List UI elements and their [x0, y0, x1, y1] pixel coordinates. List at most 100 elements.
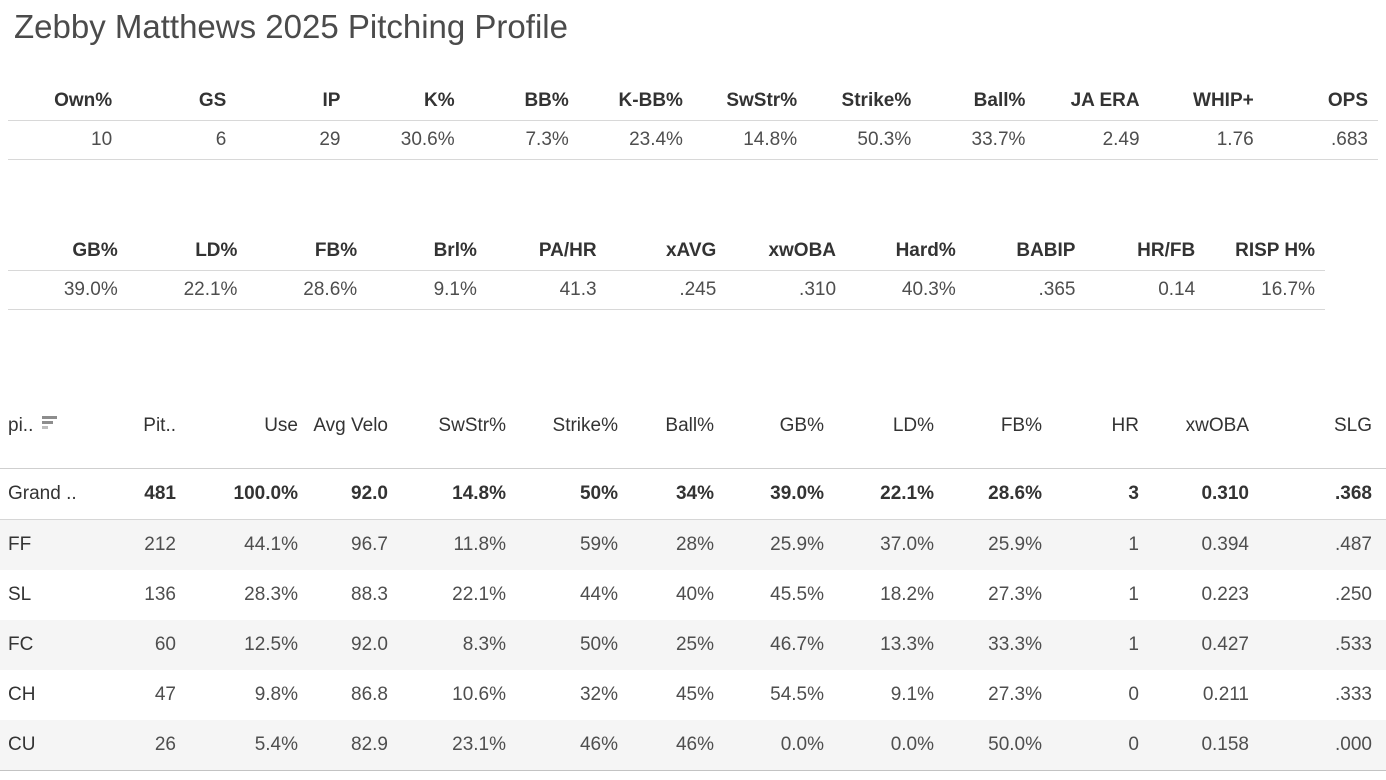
- stat-value-cell: 212: [144, 534, 176, 555]
- column-header[interactable]: K-BB%: [578, 82, 693, 121]
- stat-value-cell: 9.1%: [367, 270, 487, 310]
- stat-value-cell: 11.8%: [453, 534, 506, 555]
- stat-value-cell: 33.3%: [988, 634, 1042, 655]
- column-header[interactable]: LD%: [127, 232, 248, 271]
- column-header[interactable]: BABIP: [965, 232, 1086, 271]
- column-header[interactable]: xwOBA: [726, 232, 847, 271]
- column-header[interactable]: WHIP+: [1149, 82, 1264, 121]
- stat-value-cell: .000: [1263, 720, 1386, 771]
- column-header[interactable]: FB%: [247, 232, 368, 271]
- summary-2-value-row: 39.0% 22.1% 28.6% 9.1% 41.3.245.310 40.3% .365…: [8, 270, 1325, 310]
- stat-value-cell: .368: [1263, 468, 1386, 520]
- column-header[interactable]: OPS: [1263, 82, 1378, 121]
- stat-value-cell: 45.5%: [770, 584, 824, 605]
- stat-value-cell: 40%: [675, 584, 714, 605]
- column-header[interactable]: LD%: [838, 384, 948, 469]
- column-header[interactable]: Strike%: [807, 82, 922, 121]
- column-header[interactable]: GB%: [728, 384, 838, 469]
- stat-value-cell: 45%: [675, 684, 714, 705]
- pitch-column-label: pi..: [8, 414, 34, 436]
- stat-value-cell: 59%: [579, 534, 618, 555]
- stat-value-cell: 0.0%: [728, 720, 838, 771]
- stat-value-cell: 12.5%: [244, 634, 298, 655]
- column-header[interactable]: SwStr%: [692, 82, 808, 121]
- column-header[interactable]: Own%: [8, 82, 123, 121]
- pitch-row: CU 26 5.4% 82.9 23.1% 46% 46% 0.0% 0.0% 50.0% 0 0.1…: [0, 720, 1386, 771]
- stat-value-cell: 50.3%: [807, 120, 922, 160]
- stat-value-cell: 32%: [579, 684, 618, 705]
- stat-value-cell: 9.1%: [890, 684, 934, 705]
- column-header[interactable]: JA ERA: [1035, 82, 1150, 121]
- column-header-pitch[interactable]: pi..: [0, 384, 112, 469]
- pitch-row: SL 136 28.3% 88.3 22.1% 44% 40% 45.5% 18.2% 27.3%…: [0, 570, 1386, 620]
- stat-value-cell: 29: [236, 120, 351, 160]
- column-header[interactable]: Ball%: [632, 384, 728, 469]
- stat-value-cell: 0.0%: [838, 720, 948, 771]
- stat-value-cell: 30.6%: [350, 120, 465, 160]
- column-header[interactable]: RISP H%: [1205, 232, 1325, 271]
- stat-value-cell: 0.427: [1201, 634, 1249, 655]
- stat-value-cell: 28.6%: [247, 270, 368, 310]
- stat-value-cell: 7.3%: [464, 120, 579, 160]
- column-header[interactable]: Pit..: [112, 384, 190, 469]
- stat-value-cell: 28.6%: [948, 468, 1056, 520]
- column-header[interactable]: Strike%: [520, 384, 632, 469]
- column-header[interactable]: GS: [122, 82, 237, 121]
- stat-value-cell: 25.9%: [988, 534, 1042, 555]
- column-header[interactable]: BB%: [464, 82, 579, 121]
- stat-value-cell: 1: [1128, 534, 1139, 555]
- row-label[interactable]: CU: [0, 720, 112, 771]
- stat-value-cell: 0.211: [1202, 684, 1249, 705]
- stat-value-cell: 0.394: [1201, 534, 1249, 555]
- stat-value-cell: 0.14: [1085, 270, 1206, 310]
- stat-value-cell: 47: [154, 684, 176, 705]
- stat-value-cell: 3: [1056, 468, 1153, 520]
- stat-value-cell: 481: [112, 468, 190, 520]
- row-label[interactable]: FC: [8, 634, 34, 655]
- pitch-table-header-row: pi.. Pit.. Use Avg Velo SwStr% Strike% Ball% G…: [0, 384, 1386, 469]
- column-header[interactable]: HR/FB: [1085, 232, 1206, 271]
- stat-value-cell: 50%: [579, 634, 618, 655]
- stat-value-cell: 39.0%: [728, 468, 838, 520]
- row-label[interactable]: Grand ..: [0, 468, 112, 520]
- stat-value-cell: 0.310: [1153, 468, 1263, 520]
- column-header[interactable]: Hard%: [846, 232, 966, 271]
- column-header[interactable]: Use: [190, 384, 312, 469]
- row-label[interactable]: SL: [8, 584, 32, 605]
- column-header[interactable]: K%: [350, 82, 465, 121]
- column-header[interactable]: Brl%: [367, 232, 487, 271]
- column-header[interactable]: PA/HR: [486, 232, 607, 271]
- column-header[interactable]: Avg Velo: [312, 384, 402, 469]
- stat-value-cell: 54.5%: [770, 684, 824, 705]
- stat-value-cell: 27.3%: [988, 584, 1042, 605]
- stat-value-cell: .487: [1335, 534, 1372, 555]
- pitch-row: FF 212 44.1% 96.7 11.8% 59% 28% 25.9% 37.0% 25.9%…: [0, 519, 1386, 570]
- column-header[interactable]: HR: [1056, 384, 1153, 469]
- stat-value-cell: 2.49: [1035, 120, 1150, 160]
- stat-value-cell: 92.0: [312, 468, 402, 520]
- pitch-table-body: Grand .. 481 100.0% 92.0 14.8% 50% 34% 39.0% 22.…: [0, 468, 1386, 771]
- summary-2-header-row: GB% LD% FB% Brl% PA/HR xAVG xwOBA Hard% BABIP HR/…: [8, 232, 1325, 271]
- row-label[interactable]: CH: [8, 684, 36, 705]
- column-header[interactable]: Ball%: [921, 82, 1036, 121]
- stat-value-cell: 86.8: [351, 684, 388, 705]
- column-header[interactable]: xwOBA: [1153, 384, 1263, 469]
- stat-value-cell: 26: [112, 720, 190, 771]
- row-label[interactable]: FF: [8, 534, 32, 555]
- stat-value-cell: 28.3%: [244, 584, 298, 605]
- stat-value-cell: 5.4%: [190, 720, 312, 771]
- stat-value-cell: 22.1%: [838, 468, 948, 520]
- column-header[interactable]: IP: [236, 82, 351, 121]
- stat-value-cell: 13.3%: [880, 634, 934, 655]
- column-header[interactable]: SwStr%: [402, 384, 520, 469]
- column-header[interactable]: xAVG: [606, 232, 727, 271]
- stat-value-cell: 0.223: [1201, 584, 1249, 605]
- stat-value-cell: 88.3: [351, 584, 388, 605]
- column-header[interactable]: SLG: [1263, 384, 1386, 469]
- column-header[interactable]: FB%: [948, 384, 1056, 469]
- sort-descending-icon[interactable]: [42, 416, 58, 431]
- stat-value-cell: 6: [122, 120, 237, 160]
- stat-value-cell: 10.6%: [452, 684, 506, 705]
- column-header[interactable]: GB%: [8, 232, 128, 271]
